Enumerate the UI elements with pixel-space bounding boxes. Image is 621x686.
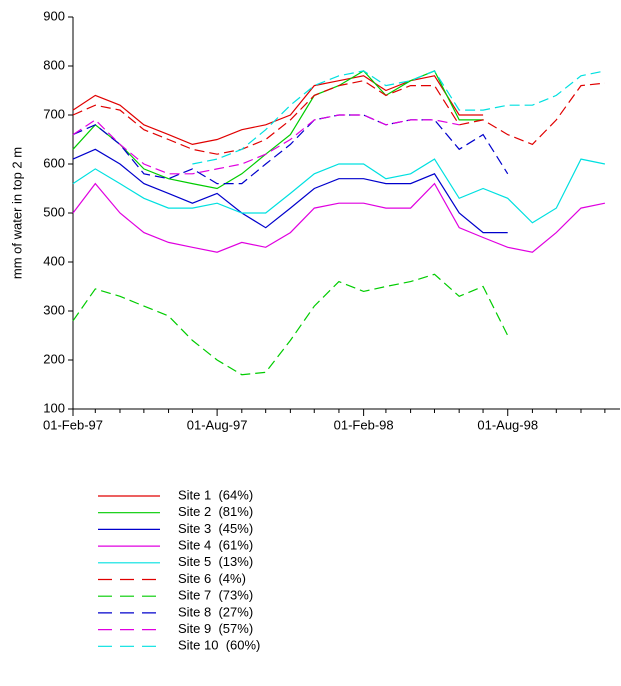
y-tick-label: 500 (43, 204, 65, 219)
legend-label: Site 3 (45%) (178, 521, 253, 536)
legend-label: Site 1 (64%) (178, 487, 253, 502)
y-tick-label: 700 (43, 106, 65, 121)
y-tick-label: 600 (43, 155, 65, 170)
legend-label: Site 8 (27%) (178, 604, 253, 619)
series-line (72, 182, 606, 253)
x-tick-label: 01-Aug-97 (187, 417, 248, 432)
legend-label: Site 9 (57%) (178, 621, 253, 636)
x-tick-label: 01-Feb-98 (334, 417, 394, 432)
series-line (72, 70, 484, 190)
series-line (192, 70, 606, 165)
series-line (72, 75, 484, 146)
series-line (72, 148, 508, 234)
x-tick-label: 01-Aug-98 (477, 417, 538, 432)
y-tick-label: 200 (43, 351, 65, 366)
series-line (72, 114, 509, 185)
series-line (72, 273, 509, 376)
legend-label: Site 5 (13%) (178, 554, 253, 569)
y-tick-label: 400 (43, 253, 65, 268)
series-line (72, 158, 606, 224)
x-tick-label: 01-Feb-97 (43, 417, 103, 432)
legend-label: Site 6 (4%) (178, 571, 246, 586)
legend-label: Site 2 (81%) (178, 504, 253, 519)
legend-label: Site 4 (61%) (178, 538, 253, 553)
legend-label: Site 7 (73%) (178, 588, 253, 603)
series-line (72, 80, 605, 155)
y-axis-label: mm of water in top 2 m (9, 147, 24, 279)
series-line (72, 114, 460, 175)
y-tick-label: 300 (43, 302, 65, 317)
y-tick-label: 100 (43, 400, 65, 415)
y-tick-label: 800 (43, 57, 65, 72)
legend-label: Site 10 (60%) (178, 638, 260, 653)
y-tick-label: 900 (43, 8, 65, 23)
